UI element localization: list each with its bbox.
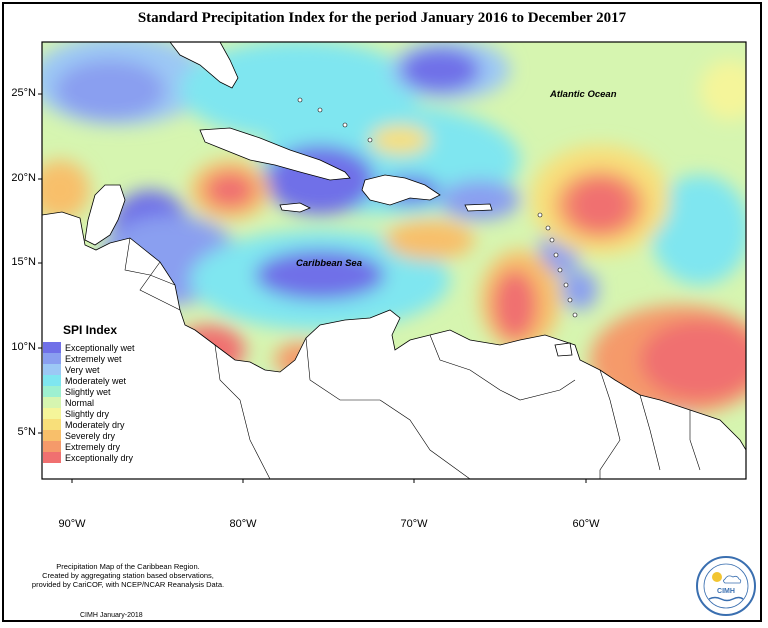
legend-swatch	[43, 408, 61, 419]
lon-label-80w: 80°W	[229, 518, 257, 530]
legend-label: Moderately wet	[65, 375, 127, 386]
map-border	[41, 41, 747, 480]
legend-item: Exceptionally dry	[43, 452, 163, 463]
footer-line-3: provided by CariCOF, with NCEP/NCAR Rean…	[31, 580, 225, 589]
footer-line-2: Created by aggregating station based obs…	[42, 571, 214, 580]
spi-field	[42, 42, 746, 479]
legend-item: Moderately wet	[43, 375, 163, 386]
legend-label: Extremely dry	[65, 441, 121, 452]
atlantic-ocean-label: Atlantic Ocean	[550, 89, 617, 100]
legend-label: Exceptionally wet	[65, 342, 135, 353]
legend-item: Slightly wet	[43, 386, 163, 397]
legend-items: Exceptionally wet Extremely wet Very wet Mo…	[43, 342, 163, 463]
legend-item: Severely dry	[43, 430, 163, 441]
lat-label-25n: 25°N	[11, 87, 36, 99]
legend-label: Extremely wet	[65, 353, 122, 364]
lat-label-15n: 15°N	[11, 256, 36, 268]
lon-label-90w: 90°W	[58, 518, 86, 530]
lat-label-5n: 5°N	[17, 426, 36, 438]
legend-swatch	[43, 441, 61, 452]
footer-line-1: Precipitation Map of the Caribbean Regio…	[56, 562, 200, 571]
legend-item: Extremely dry	[43, 441, 163, 452]
legend-item: Moderately dry	[43, 419, 163, 430]
legend-swatch	[43, 419, 61, 430]
lat-label-20n: 20°N	[11, 172, 36, 184]
legend-swatch	[43, 452, 61, 463]
footer-date: CIMH January-2018	[80, 612, 143, 619]
cloud-icon	[723, 575, 742, 584]
legend-item: Normal	[43, 397, 163, 408]
legend-swatch	[43, 364, 61, 375]
legend-swatch	[43, 386, 61, 397]
legend-item: Extremely wet	[43, 353, 163, 364]
legend-item: Exceptionally wet	[43, 342, 163, 353]
wave-icon	[708, 596, 744, 602]
legend-label: Very wet	[65, 364, 100, 375]
borders	[124, 237, 701, 479]
logo-text: CIMH	[717, 588, 735, 595]
cimh-logo: CIMH	[696, 556, 756, 616]
legend-swatch	[43, 342, 61, 353]
legend-label: Severely dry	[65, 430, 116, 441]
legend-label: Slightly dry	[65, 408, 110, 419]
legend-label: Moderately dry	[65, 419, 125, 430]
map-title: Standard Precipitation Index for the per…	[137, 10, 627, 26]
sun-icon	[712, 572, 722, 582]
lat-label-10n: 10°N	[11, 341, 36, 353]
legend-swatch	[43, 353, 61, 364]
land	[42, 42, 746, 479]
lesser-antilles	[297, 97, 578, 318]
legend-label: Exceptionally dry	[65, 452, 134, 463]
legend-label: Normal	[65, 397, 95, 408]
legend-swatch	[43, 397, 61, 408]
legend-item: Slightly dry	[43, 408, 163, 419]
caribbean-sea-label: Caribbean Sea	[296, 258, 362, 269]
lon-label-70w: 70°W	[400, 518, 428, 530]
legend-item: Very wet	[43, 364, 163, 375]
axis-ticks	[38, 93, 587, 483]
legend-title: SPI Index	[63, 323, 118, 337]
legend-swatch	[43, 430, 61, 441]
legend-swatch	[43, 375, 61, 386]
legend-label: Slightly wet	[65, 386, 111, 397]
lon-label-60w: 60°W	[572, 518, 600, 530]
footer-note: Precipitation Map of the Caribbean Regio…	[18, 562, 238, 589]
spi-legend: SPI Index Exceptionally wet Extremely wet…	[43, 323, 163, 463]
